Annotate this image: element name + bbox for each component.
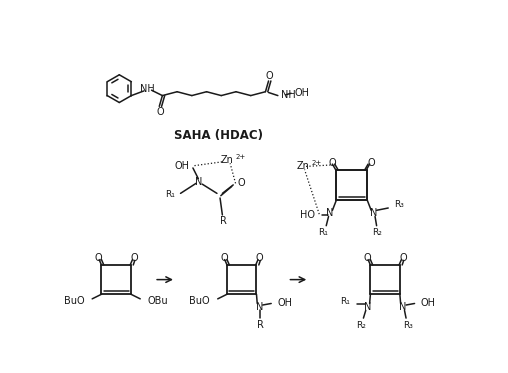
Text: O: O [399, 253, 407, 263]
Text: R₂: R₂ [356, 320, 366, 329]
Text: R₂: R₂ [372, 228, 383, 237]
Text: O: O [256, 253, 263, 263]
Text: Zn: Zn [220, 155, 234, 165]
Text: R₃: R₃ [403, 320, 414, 329]
Text: O: O [367, 157, 375, 167]
Text: R₃: R₃ [394, 200, 403, 209]
Text: R₁: R₁ [340, 297, 350, 305]
Text: 2+: 2+ [311, 160, 322, 166]
Text: NH: NH [140, 84, 154, 94]
Text: N: N [399, 301, 406, 311]
Text: OH: OH [295, 88, 310, 97]
Text: O: O [130, 253, 138, 263]
Text: OH: OH [421, 298, 436, 308]
Text: R₁: R₁ [318, 228, 328, 237]
Text: O: O [364, 253, 371, 263]
Text: N: N [327, 208, 334, 217]
Text: 2+: 2+ [236, 154, 246, 160]
Text: N: N [256, 301, 263, 311]
Text: O: O [220, 253, 228, 263]
Text: N: N [364, 301, 371, 311]
Text: OH: OH [277, 298, 293, 308]
Text: BuO: BuO [64, 296, 84, 306]
Text: R₁: R₁ [165, 189, 175, 199]
Text: SAHA (HDAC): SAHA (HDAC) [174, 129, 263, 142]
Text: HO: HO [300, 210, 314, 220]
Text: O: O [238, 178, 245, 188]
Text: NH: NH [281, 90, 296, 100]
Text: O: O [329, 157, 336, 167]
Text: N: N [196, 177, 203, 187]
Text: Zn: Zn [297, 162, 309, 172]
Text: BuO: BuO [189, 296, 210, 306]
Text: N: N [370, 208, 377, 217]
Text: O: O [94, 253, 102, 263]
Text: O: O [266, 70, 273, 81]
Text: OH: OH [175, 161, 190, 171]
Text: O: O [156, 107, 164, 117]
Text: R: R [220, 216, 228, 226]
Text: OBu: OBu [148, 296, 169, 306]
Text: R: R [257, 320, 264, 330]
